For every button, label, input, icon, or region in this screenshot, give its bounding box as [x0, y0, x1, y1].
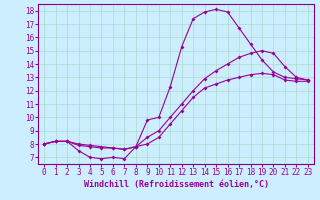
X-axis label: Windchill (Refroidissement éolien,°C): Windchill (Refroidissement éolien,°C) [84, 180, 268, 189]
